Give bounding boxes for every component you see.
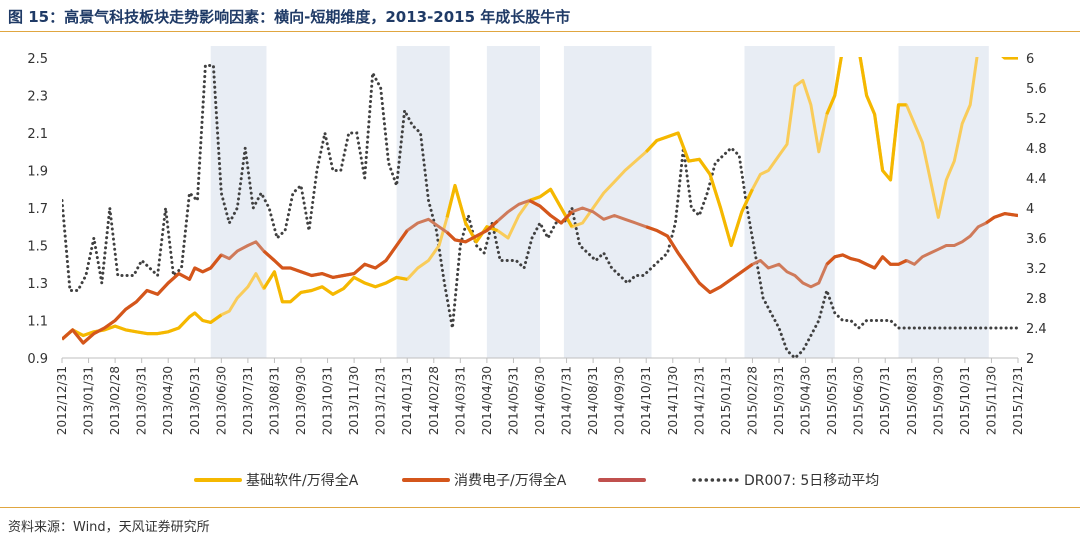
source-note: 资料来源：Wind，天风证券研究所 [8, 520, 210, 535]
shaded-period [898, 46, 989, 358]
x-tick-label: 2013/12/31 [374, 366, 388, 435]
x-tick-label: 2014/10/31 [639, 366, 653, 435]
x-tick-label: 2014/07/31 [560, 366, 574, 435]
y-right-tick-label: 2 [1026, 352, 1034, 367]
x-tick-label: 2015/04/30 [799, 366, 813, 435]
x-tick-label: 2013/02/28 [108, 366, 122, 435]
x-tick-label: 2013/11/30 [347, 366, 361, 435]
x-tick-label: 2014/11/30 [666, 366, 680, 435]
electronics-line-segment [445, 219, 499, 244]
shaded-period [563, 46, 652, 358]
electronics-line-segment [985, 212, 1018, 225]
y-left-tick-label: 1.7 [27, 202, 48, 217]
x-tick-label: 2013/10/31 [321, 366, 335, 435]
x-tick-label: 2013/01/31 [82, 366, 96, 435]
x-tick-label: 2015/10/31 [958, 366, 972, 435]
software-line-segment [1001, 57, 1018, 60]
x-tick-label: 2014/06/30 [533, 366, 547, 435]
y-left-tick-label: 1.1 [27, 315, 48, 330]
legend-label: DR007: 5日移动平均 [744, 473, 879, 489]
x-tick-label: 2015/01/31 [719, 366, 733, 435]
x-tick-label: 2013/07/31 [241, 366, 255, 435]
x-tick-label: 2015/05/31 [825, 366, 839, 435]
software-line-segment [528, 187, 574, 228]
y-right-tick-label: 3.6 [1026, 232, 1047, 247]
x-tick-label: 2013/08/31 [267, 366, 281, 435]
x-tick-label: 2014/03/31 [453, 366, 467, 435]
x-tick-label: 2015/07/31 [878, 366, 892, 435]
dr007-line [62, 64, 1018, 358]
y-left-tick-label: 2.5 [27, 52, 48, 67]
top-divider [0, 31, 1080, 32]
x-tick-label: 2015/12/31 [1011, 366, 1025, 435]
x-tick-label: 2013/05/31 [188, 366, 202, 435]
electronics-line-segment [528, 199, 574, 225]
y-left-tick-label: 2.3 [27, 90, 48, 105]
shaded-period [210, 46, 267, 358]
x-tick-label: 2015/06/30 [852, 366, 866, 435]
software-line-segment [825, 57, 907, 182]
y-right-tick-label: 3.2 [1026, 262, 1047, 277]
x-tick-label: 2013/03/31 [135, 366, 149, 435]
y-right-tick-label: 4.4 [1026, 172, 1047, 187]
y-right-tick-label: 4 [1026, 202, 1034, 217]
y-left-tick-label: 1.3 [27, 277, 48, 292]
legend-label: 消费电子/万得全A [454, 472, 567, 489]
shaded-periods [210, 46, 989, 358]
x-tick-label: 2013/06/30 [214, 366, 228, 435]
x-tick-label: 2013/09/30 [294, 366, 308, 435]
x-tick-label: 2015/08/31 [905, 366, 919, 435]
electronics-line-segment [825, 253, 908, 270]
chart-title: 图 15：高景气科技板块走势影响因素：横向-短期维度，2013-2015 年成长… [8, 8, 571, 26]
x-tick-label: 2015/11/30 [984, 366, 998, 435]
y-left-tick-label: 2.1 [27, 127, 48, 142]
legend: 基础软件/万得全A 消费电子/万得全A DR007: 5日移动平均 [194, 472, 879, 489]
software-line-segment [262, 270, 408, 304]
y-right-tick-label: 6 [1026, 52, 1034, 67]
software-line-segment [62, 311, 223, 341]
x-tick-label: 2012/12/31 [55, 366, 69, 435]
bottom-divider [0, 507, 1080, 508]
legend-label: 基础软件/万得全A [246, 472, 359, 489]
electronics-line-segment [645, 225, 754, 294]
series-lines [62, 57, 1018, 358]
x-tick-label: 2015/02/28 [745, 366, 759, 435]
axes: 0.9 1.1 1.3 1.5 1.7 1.9 2.1 2.3 2.5 2 2.4 2.8 3.2 3.6… [27, 52, 1046, 435]
software-line-segment [645, 131, 754, 248]
x-tick-label: 2014/01/31 [400, 366, 414, 435]
shaded-period [396, 46, 450, 358]
electronics-line-segment [62, 253, 223, 345]
y-left-tick-label: 1.5 [27, 240, 48, 255]
chart: 0.9 1.1 1.3 1.5 1.7 1.9 2.1 2.3 2.5 2 2.4 2.8 3.2 3.6… [27, 46, 1047, 489]
x-tick-label: 2014/05/31 [506, 366, 520, 435]
x-tick-label: 2014/02/28 [427, 366, 441, 435]
x-tick-label: 2014/12/31 [692, 366, 706, 435]
y-right-tick-label: 2.8 [1026, 292, 1047, 307]
y-left-tick-label: 1.9 [27, 165, 48, 180]
x-tick-label: 2014/08/31 [586, 366, 600, 435]
x-tick-label: 2015/03/31 [772, 366, 786, 435]
shaded-period [744, 46, 835, 358]
y-left-tick-label: 0.9 [27, 352, 48, 367]
x-tick-label: 2015/09/30 [931, 366, 945, 435]
y-right-tick-label: 4.8 [1026, 142, 1047, 157]
x-tick-label: 2014/04/30 [480, 366, 494, 435]
electronics-line-segment [262, 229, 409, 279]
y-right-tick-label: 2.4 [1026, 322, 1047, 337]
x-tick-label: 2013/04/30 [161, 366, 175, 435]
y-right-tick-label: 5.6 [1026, 82, 1047, 97]
y-right-tick-label: 5.2 [1026, 112, 1047, 127]
x-tick-label: 2014/09/30 [613, 366, 627, 435]
